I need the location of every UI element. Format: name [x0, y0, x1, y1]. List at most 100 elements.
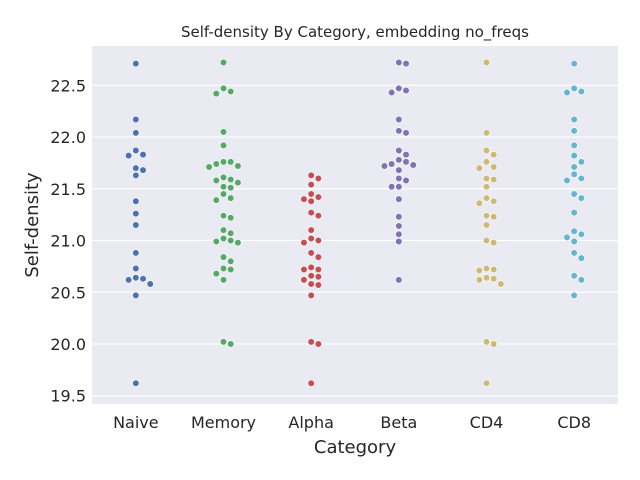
y-tick-label: 22.0 — [50, 128, 86, 147]
data-point — [490, 275, 498, 283]
data-point — [570, 152, 578, 160]
gridlines — [92, 84, 618, 397]
data-point — [219, 84, 228, 93]
data-point — [570, 163, 578, 171]
data-point — [307, 338, 315, 346]
data-point — [402, 129, 410, 137]
y-tick-label: 21.0 — [50, 232, 86, 251]
data-point — [577, 194, 585, 202]
data-point — [475, 199, 483, 207]
data-point — [570, 115, 578, 124]
data-point — [570, 84, 578, 93]
data-point — [482, 174, 491, 183]
data-point — [219, 183, 228, 191]
data-point — [219, 338, 228, 346]
data-point — [234, 238, 242, 247]
data-point — [234, 162, 242, 170]
data-point — [314, 281, 322, 289]
data-point — [409, 161, 417, 169]
data-point — [234, 178, 242, 187]
data-point — [577, 87, 585, 96]
data-point — [132, 146, 140, 155]
data-point — [402, 59, 410, 68]
data-point — [212, 270, 220, 278]
data-point — [132, 59, 140, 68]
data-point — [139, 166, 147, 174]
data-point — [219, 128, 228, 136]
data-point — [132, 249, 140, 257]
data-points — [125, 58, 585, 387]
data-point — [227, 340, 235, 348]
data-point — [570, 190, 578, 198]
data-point — [227, 184, 235, 192]
data-point — [227, 158, 235, 166]
data-point — [482, 129, 491, 137]
data-point — [402, 176, 410, 185]
data-point — [212, 196, 220, 204]
data-point — [490, 213, 498, 221]
data-point — [395, 156, 403, 164]
chart-title: Self-density By Category, embedding no_f… — [181, 23, 529, 42]
y-tick-labels: 19.5 20.0 20.5 21.0 21.5 22.0 22.5 — [50, 76, 86, 405]
data-point — [490, 238, 498, 247]
data-point — [395, 230, 403, 238]
data-point — [395, 213, 403, 221]
data-point — [307, 291, 315, 299]
data-point — [482, 236, 491, 245]
x-tick-label: Beta — [380, 413, 417, 432]
data-point — [570, 291, 578, 299]
data-point — [307, 234, 315, 243]
data-point — [497, 280, 505, 288]
x-tick-label: CD4 — [470, 413, 504, 432]
data-point — [307, 379, 315, 387]
data-point — [219, 212, 228, 220]
data-point — [482, 264, 491, 273]
data-point — [314, 212, 322, 220]
data-point — [227, 194, 235, 202]
data-point — [577, 174, 585, 183]
data-point — [482, 146, 491, 155]
y-axis-label: Self-density — [22, 172, 43, 278]
data-point — [314, 253, 322, 261]
data-point — [212, 176, 220, 185]
data-point — [307, 171, 315, 179]
data-point — [563, 233, 571, 242]
data-point — [227, 229, 235, 237]
data-point — [219, 141, 228, 149]
data-point — [307, 208, 315, 217]
data-point — [475, 266, 483, 275]
x-tick-labels: Naive Memory Alpha Beta CD4 CD8 — [113, 413, 591, 432]
data-point — [388, 160, 396, 168]
data-point — [490, 151, 498, 159]
data-point — [395, 115, 403, 124]
data-point — [577, 158, 585, 166]
x-tick-label: Naive — [113, 413, 159, 432]
data-point — [227, 214, 235, 222]
data-point — [395, 84, 403, 93]
data-point — [314, 174, 322, 183]
data-point — [212, 160, 220, 168]
y-tick-label: 21.5 — [50, 180, 86, 199]
y-tick-label: 20.0 — [50, 335, 86, 354]
data-point — [482, 183, 491, 191]
data-point — [570, 249, 578, 257]
data-point — [314, 193, 322, 201]
data-point — [395, 127, 403, 135]
data-point — [395, 166, 403, 174]
data-point — [219, 264, 228, 273]
data-point — [307, 197, 315, 205]
data-point — [402, 158, 410, 166]
data-point — [132, 210, 140, 218]
data-point — [132, 291, 140, 299]
data-point — [300, 265, 308, 274]
x-axis-label: Category — [314, 437, 397, 458]
data-point — [227, 265, 235, 274]
data-point — [570, 59, 578, 68]
data-point — [227, 236, 235, 245]
data-point — [300, 195, 308, 203]
data-point — [219, 58, 228, 67]
data-point — [307, 263, 315, 272]
data-point — [307, 190, 315, 198]
data-point — [307, 226, 315, 234]
data-point — [563, 88, 571, 97]
